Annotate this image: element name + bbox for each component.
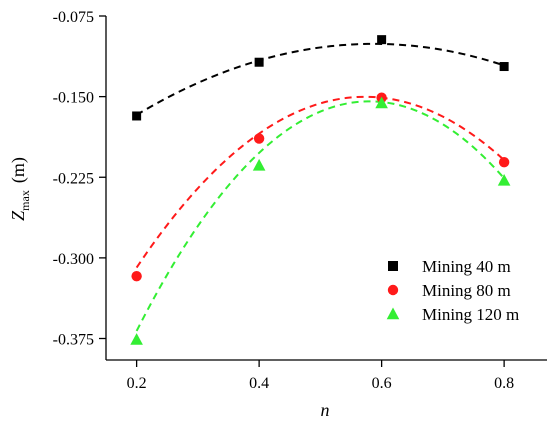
points-layer: [130, 35, 511, 345]
legend-square-icon: [388, 261, 398, 271]
x-tick-label: 0.8: [494, 375, 514, 392]
y-tick-label: -0.150: [53, 90, 94, 107]
data-point-triangle: [130, 333, 143, 345]
data-point-circle: [131, 270, 142, 282]
data-point-square: [254, 57, 264, 67]
x-tick-label: 0.2: [127, 375, 147, 392]
data-point-square: [132, 111, 142, 121]
ticks-layer: 0.2 0.4 0.6 0.8 -0.075 -0.150 -0.225 -0.300 -0.3…: [53, 9, 514, 392]
axes-layer: [105, 16, 547, 361]
y-tick-label: -0.300: [53, 251, 94, 268]
y-tick-label: -0.225: [53, 170, 94, 187]
data-point-triangle: [375, 96, 388, 109]
x-axis-title: n: [321, 400, 330, 420]
y-tick-label: -0.375: [53, 332, 94, 349]
legend-item: Mining 120 m: [386, 305, 519, 324]
data-point-triangle: [497, 173, 511, 186]
y-axis-title: Zmax (m): [8, 157, 32, 221]
legend-label: Mining 40 m: [422, 257, 511, 276]
trend-line: [135, 100, 505, 332]
data-point-square: [377, 35, 387, 45]
legend-label: Mining 80 m: [422, 281, 511, 300]
legend-triangle-icon: [386, 307, 400, 320]
x-tick-label: 0.6: [372, 375, 392, 392]
x-tick-label: 0.4: [249, 375, 269, 392]
data-point-circle: [498, 157, 510, 168]
trend-line: [136, 42, 505, 116]
legend-label: Mining 120 m: [422, 305, 519, 324]
trend-layer: [135, 42, 505, 332]
data-point-circle: [253, 133, 265, 144]
y-tick-label: -0.075: [53, 9, 94, 26]
legend-item: Mining 80 m: [387, 281, 511, 300]
legend: Mining 40 m Mining 80 m Mining 120 m: [386, 257, 519, 324]
y-axis-title-main: Z: [8, 210, 28, 221]
legend-circle-icon: [387, 284, 399, 296]
data-point-square: [499, 62, 509, 72]
legend-item: Mining 40 m: [388, 257, 511, 276]
trend-line: [135, 95, 505, 269]
y-axis-title-subscript: max: [18, 190, 32, 211]
data-point-triangle: [252, 158, 266, 171]
y-axis-title-unit: (m): [8, 157, 29, 183]
